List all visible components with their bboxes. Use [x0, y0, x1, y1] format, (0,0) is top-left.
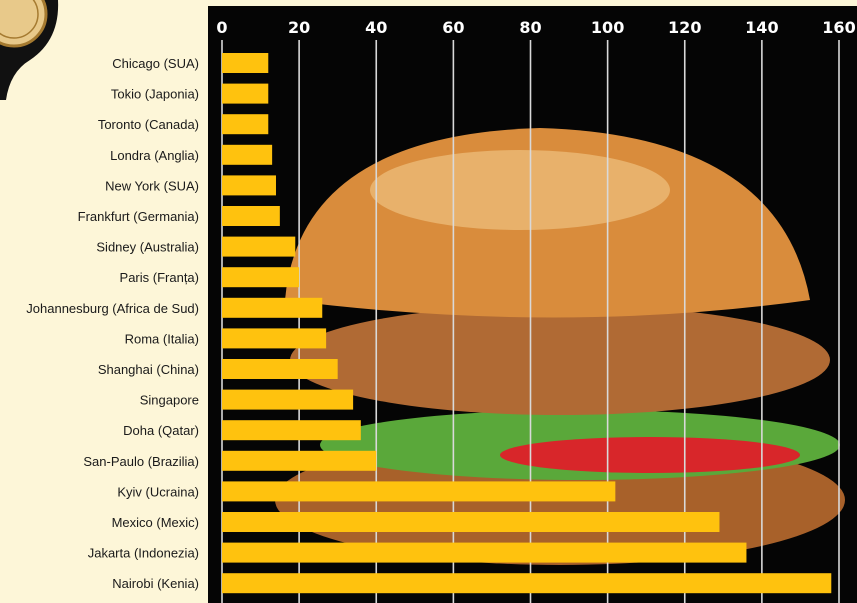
bun-highlight	[370, 150, 670, 230]
bar	[222, 53, 269, 73]
category-label: Paris (Franța)	[120, 270, 199, 285]
category-label: Jakarta (Indonezia)	[88, 546, 199, 561]
bar	[222, 359, 338, 379]
bar	[222, 420, 361, 441]
category-label: Roma (Italia)	[125, 331, 199, 346]
x-tick-label: 20	[288, 18, 310, 37]
bar	[222, 83, 269, 104]
category-label: Frankfurt (Germania)	[78, 209, 199, 224]
bar	[222, 573, 832, 594]
x-tick-label: 100	[591, 18, 624, 37]
category-label: San-Paulo (Brazilia)	[83, 454, 199, 469]
x-tick-label: 160	[822, 18, 855, 37]
x-tick-label: 60	[442, 18, 464, 37]
tomato-slice	[500, 437, 800, 473]
burger-photo-illustration	[275, 128, 845, 565]
emblem-inner-ring	[0, 0, 39, 39]
patty	[290, 305, 830, 415]
bar	[222, 542, 747, 563]
x-tick-labels: 0 20 40 60 80 100 120 140 160	[216, 18, 855, 37]
x-tick-label: 140	[745, 18, 778, 37]
bar	[222, 267, 300, 288]
category-label: Tokio (Japonia)	[111, 87, 199, 102]
bar	[222, 114, 269, 135]
emblem-circle	[0, 0, 48, 48]
category-labels: Chicago (SUA) Tokio (Japonia) Toronto (Can…	[26, 56, 199, 591]
bar	[222, 175, 276, 196]
category-label: Londra (Anglia)	[110, 148, 199, 163]
x-tick-label: 120	[668, 18, 701, 37]
category-label: Chicago (SUA)	[112, 56, 199, 71]
category-label: Mexico (Mexic)	[112, 515, 199, 530]
bar	[222, 144, 273, 165]
category-label: Kyiv (Ucraina)	[117, 484, 199, 499]
corner-emblem-icon	[0, 0, 59, 100]
category-label: Singapore	[140, 393, 199, 408]
x-tick-label: 0	[216, 18, 227, 37]
category-label: Nairobi (Kenia)	[112, 576, 199, 591]
x-tick-label: 80	[519, 18, 541, 37]
category-label: Shanghai (China)	[98, 362, 199, 377]
bar	[222, 450, 377, 471]
category-label: Sidney (Australia)	[96, 240, 199, 255]
bar	[222, 512, 720, 532]
bar	[222, 206, 280, 226]
bar	[222, 236, 296, 257]
bar	[222, 389, 354, 410]
category-label: Toronto (Canada)	[98, 117, 199, 132]
bar	[222, 481, 616, 502]
bar	[222, 328, 327, 349]
bar	[222, 297, 323, 318]
x-tick-label: 40	[365, 18, 387, 37]
category-label: Doha (Qatar)	[123, 423, 199, 438]
category-label: Johannesburg (Africa de Sud)	[26, 301, 199, 316]
category-label: New York (SUA)	[105, 178, 199, 193]
bars	[222, 53, 832, 594]
